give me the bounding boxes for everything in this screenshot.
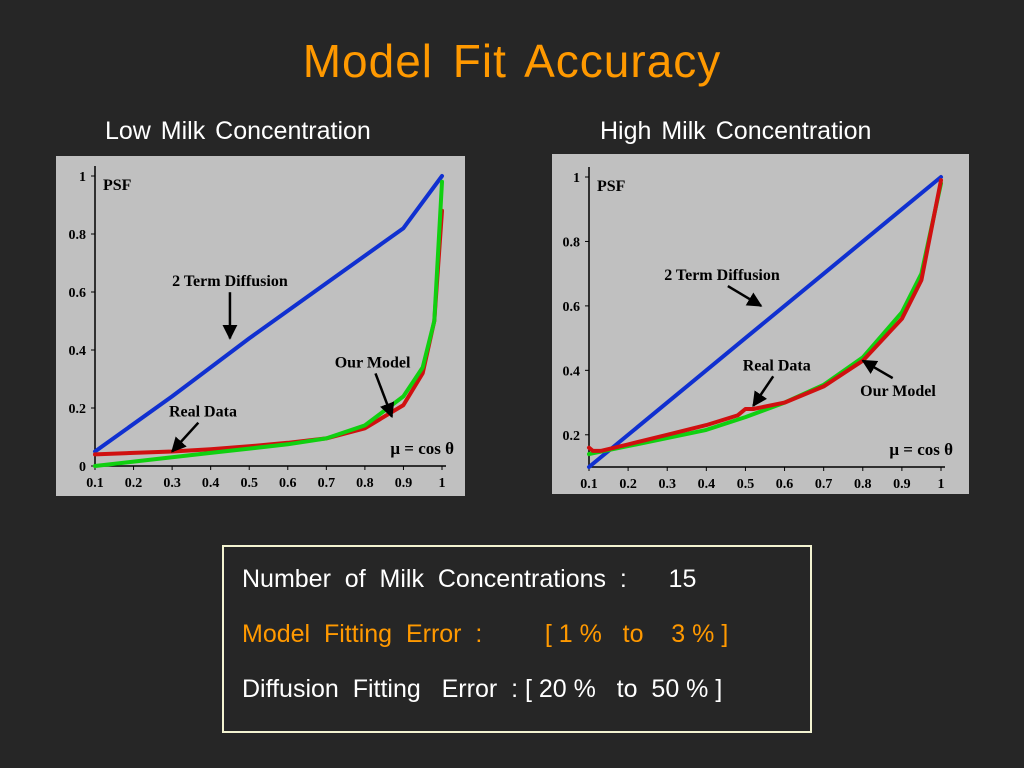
high-annotation-label: 2 Term Diffusion <box>664 267 780 284</box>
low-x-tick-label: 0.4 <box>202 476 220 491</box>
low-y-axis-label: PSF <box>103 177 132 194</box>
low-x-tick-label: 0.6 <box>279 476 297 491</box>
high-y-axis-label: PSF <box>597 178 626 195</box>
high-y-tick-label: 0.6 <box>563 300 581 315</box>
high-x-tick-label: 0.1 <box>580 477 598 492</box>
high-blue-diffusion-line <box>587 175 943 469</box>
high-annotation-arrow <box>727 285 763 307</box>
low-y-tick-label: 1 <box>79 170 86 185</box>
high-concentration-plot: 0.1 0.2 0.3 0.4 0.5 0.6 0.7 0.8 0.9 1 0.2 0.4 0.6 0.8… <box>563 167 953 492</box>
low-y-tick-label: 0 <box>79 460 86 475</box>
model-fitting-error: Model Fitting Error : [ 1 % to 3 % ] <box>242 620 729 648</box>
right-chart-subtitle: High Milk Concentration <box>600 117 872 145</box>
high-x-tick-label: 0.4 <box>698 477 716 492</box>
high-y-tick-label: 0.8 <box>563 235 581 250</box>
low-x-tick-label: 0.2 <box>125 476 143 491</box>
low-x-axis-label: μ = cos θ <box>390 439 454 458</box>
low-y-tick-label: 0.6 <box>69 286 87 301</box>
high-x-tick-label: 0.9 <box>893 477 911 492</box>
low-annotation-arrow <box>171 421 200 453</box>
low-y-tick-label: 0.2 <box>69 402 87 417</box>
high-x-tick-label: 0.7 <box>815 477 833 492</box>
high-annotation-label: Our Model <box>860 383 936 400</box>
low-x-tick-label: 0.8 <box>356 476 374 491</box>
low-annotation-arrow <box>374 372 395 419</box>
low-green-model-line <box>93 179 444 468</box>
low-x-tick-label: 0.3 <box>163 476 181 491</box>
low-x-tick-label: 0.9 <box>395 476 413 491</box>
low-x-tick-label: 0.7 <box>318 476 336 491</box>
high-x-tick-label: 0.5 <box>737 477 755 492</box>
low-x-tick-label: 1 <box>439 476 446 491</box>
low-y-tick-label: 0.4 <box>69 344 87 359</box>
high-x-axis-label: μ = cos θ <box>889 440 953 459</box>
low-blue-diffusion-line <box>93 174 444 454</box>
left-chart-subtitle: Low Milk Concentration <box>105 117 371 145</box>
high-x-tick-label: 1 <box>938 477 945 492</box>
high-annotation-label: Real Data <box>743 357 811 374</box>
low-x-tick-label: 0.1 <box>86 476 104 491</box>
concentration-count: Number of Milk Concentrations : 15 <box>242 565 697 593</box>
high-annotation-arrow <box>861 359 894 380</box>
diffusion-fitting-error: Diffusion Fitting Error : [ 20 % to 50 %… <box>242 675 723 703</box>
high-annotation-arrow <box>752 375 775 408</box>
low-red-real-data-line <box>93 208 444 457</box>
low-y-tick-label: 0.8 <box>69 228 87 243</box>
low-x-tick-label: 0.5 <box>240 476 258 491</box>
high-y-tick-label: 0.4 <box>563 364 581 379</box>
high-y-tick-label: 0.2 <box>563 429 581 444</box>
high-concentration-chart: 0.1 0.2 0.3 0.4 0.5 0.6 0.7 0.8 0.9 1 0.2 0.4 0.6 0.8… <box>552 154 969 494</box>
high-red-real-data-line <box>587 181 943 457</box>
high-x-tick-label: 0.8 <box>854 477 872 492</box>
low-annotation-label: 2 Term Diffusion <box>172 273 288 290</box>
low-annotation-label: Real Data <box>169 404 237 421</box>
high-x-tick-label: 0.6 <box>776 477 794 492</box>
high-x-tick-label: 0.3 <box>658 477 676 492</box>
high-x-tick-label: 0.2 <box>619 477 637 492</box>
low-concentration-plot: 0.1 0.2 0.3 0.4 0.5 0.6 0.7 0.8 0.9 1 0 0.2 0.4 0.6 0.… <box>69 166 454 491</box>
low-concentration-chart: 0.1 0.2 0.3 0.4 0.5 0.6 0.7 0.8 0.9 1 0 0.2 0.4 0.6 0.… <box>56 156 465 496</box>
high-y-tick-label: 1 <box>573 171 580 186</box>
high-green-model-line <box>587 178 943 453</box>
low-annotation-label: Our Model <box>335 354 411 371</box>
summary-box: Number of Milk Concentrations : 15 Model… <box>222 545 812 733</box>
slide-title: Model Fit Accuracy <box>302 35 722 87</box>
